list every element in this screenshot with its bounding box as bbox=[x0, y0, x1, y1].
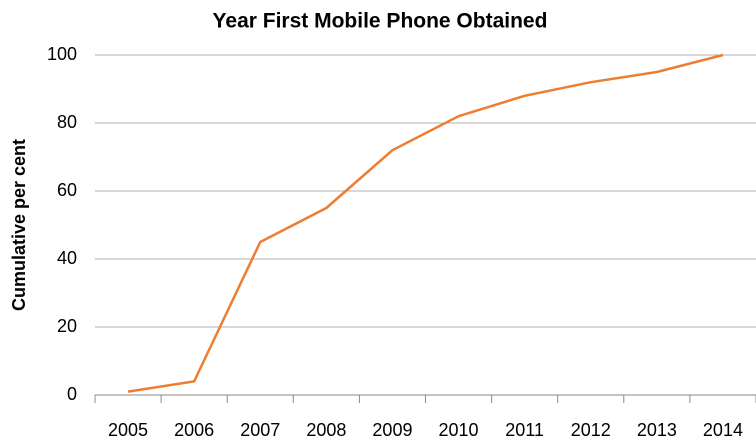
y-tick-label: 60 bbox=[57, 180, 77, 200]
y-tick-label: 40 bbox=[57, 248, 77, 268]
y-tick-label: 0 bbox=[67, 384, 77, 404]
x-tick-label: 2008 bbox=[306, 420, 346, 440]
x-tick-label: 2005 bbox=[108, 420, 148, 440]
x-tick-label: 2012 bbox=[571, 420, 611, 440]
y-tick-label: 100 bbox=[47, 44, 77, 64]
line bbox=[127, 53, 724, 393]
x-tick-label: 2007 bbox=[240, 420, 280, 440]
x-tick-label: 2011 bbox=[505, 420, 544, 440]
x-tick-label: 2009 bbox=[372, 420, 412, 440]
x-tick-label: 2014 bbox=[703, 420, 743, 440]
x-tick-label: 2010 bbox=[439, 420, 479, 440]
x-tick-label: 2006 bbox=[174, 420, 214, 440]
y-tick-label: 80 bbox=[57, 112, 77, 132]
chart-title: Year First Mobile Phone Obtained bbox=[213, 10, 548, 33]
y-axis-label: Cumulative per cent bbox=[9, 139, 29, 311]
y-tick-label: 20 bbox=[57, 316, 77, 336]
x-tick-label: 2013 bbox=[637, 420, 677, 440]
